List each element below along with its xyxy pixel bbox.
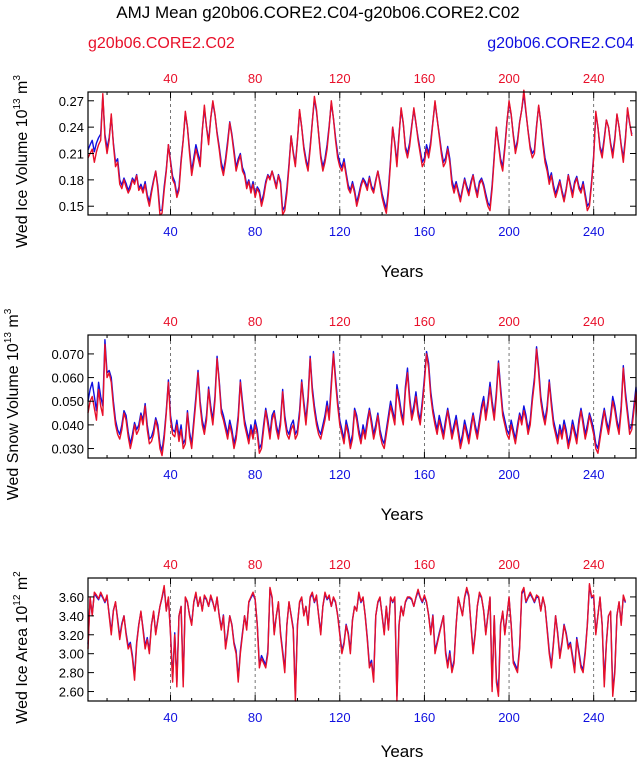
series-line-red (87, 582, 627, 702)
x-tick-label-top: 120 (329, 557, 351, 572)
x-tick-label-bottom: 80 (248, 710, 262, 725)
y-tick-label: 0.15 (59, 199, 84, 214)
x-tick-label-bottom: 160 (414, 224, 436, 239)
x-tick-label-top: 80 (248, 71, 262, 86)
x-tick-label-top: 200 (498, 314, 520, 329)
x-tick-label-top: 160 (414, 314, 436, 329)
x-tick-label-bottom: 160 (414, 467, 436, 482)
x-axis-label: Years (381, 505, 424, 524)
y-tick-label: 0.24 (59, 120, 84, 135)
legend-blue-label: g20b06.CORE2.C04 (487, 35, 634, 52)
x-tick-label-bottom: 80 (248, 467, 262, 482)
x-tick-label-bottom: 120 (329, 467, 351, 482)
y-tick-label: 0.040 (51, 418, 84, 433)
x-tick-label-top: 160 (414, 71, 436, 86)
x-tick-label-bottom: 120 (329, 710, 351, 725)
x-tick-label-top: 160 (414, 557, 436, 572)
y-tick-label: 2.80 (59, 666, 84, 681)
y-axis-label: Wed Ice Area 1012 m2 (12, 571, 31, 724)
legend-red-label: g20b06.CORE2.C02 (88, 35, 235, 52)
x-axis-label: Years (381, 262, 424, 281)
y-tick-label: 0.27 (59, 94, 84, 109)
y-axis-label: Wed Snow Volume 1013 m3 (3, 308, 22, 500)
x-tick-label-bottom: 200 (498, 467, 520, 482)
y-tick-label: 0.030 (51, 442, 84, 457)
x-tick-label-bottom: 40 (163, 224, 177, 239)
panels: 0.15 0.18 0.21 0.24 0.27 40 40 80 80 120 120 160 160… (3, 71, 637, 761)
figure-title: AMJ Mean g20b06.CORE2.C04-g20b06.CORE2.C… (116, 3, 520, 22)
x-tick-label-top: 40 (163, 71, 177, 86)
x-tick-label-bottom: 80 (248, 224, 262, 239)
panel-2: 0.030 0.040 0.050 0.060 0.070 40 40 80 80 120 120 1… (3, 308, 637, 524)
x-tick-label-top: 200 (498, 557, 520, 572)
panel-1: 0.15 0.18 0.21 0.24 0.27 40 40 80 80 120 120 160 160… (12, 71, 637, 281)
x-tick-label-bottom: 120 (329, 224, 351, 239)
x-tick-label-top: 240 (583, 314, 605, 329)
x-tick-label-bottom: 200 (498, 710, 520, 725)
series-line-red (87, 89, 633, 216)
panel-3: 2.60 2.80 3.00 3.20 3.40 3.60 40 40 80 80 120 120 16… (12, 557, 637, 761)
x-tick-label-bottom: 240 (583, 710, 605, 725)
y-tick-label: 2.60 (59, 685, 84, 700)
x-tick-label-top: 120 (329, 71, 351, 86)
y-tick-label: 0.050 (51, 394, 84, 409)
y-tick-label: 0.21 (59, 147, 84, 162)
x-tick-label-top: 40 (163, 557, 177, 572)
series-line-red (87, 343, 637, 457)
y-tick-label: 3.60 (59, 590, 84, 605)
x-tick-label-bottom: 240 (583, 467, 605, 482)
y-tick-label: 3.20 (59, 628, 84, 643)
y-axis-label: Wed Ice Volume 1013 m3 (12, 75, 31, 248)
x-tick-label-top: 240 (583, 557, 605, 572)
y-tick-label: 0.060 (51, 371, 84, 386)
x-tick-label-bottom: 160 (414, 710, 436, 725)
y-tick-label: 0.18 (59, 173, 84, 188)
y-tick-label: 3.40 (59, 609, 84, 624)
y-tick-label: 0.070 (51, 347, 84, 362)
x-axis-label: Years (381, 742, 424, 761)
x-tick-label-bottom: 40 (163, 467, 177, 482)
plot-frame (87, 334, 637, 459)
x-tick-label-top: 240 (583, 71, 605, 86)
x-tick-label-top: 200 (498, 71, 520, 86)
plot-frame (87, 577, 637, 702)
x-tick-label-bottom: 40 (163, 710, 177, 725)
x-tick-label-bottom: 200 (498, 224, 520, 239)
x-tick-label-top: 120 (329, 314, 351, 329)
x-tick-label-top: 40 (163, 314, 177, 329)
x-tick-label-bottom: 240 (583, 224, 605, 239)
y-tick-label: 3.00 (59, 647, 84, 662)
x-tick-label-top: 80 (248, 314, 262, 329)
x-tick-label-top: 80 (248, 557, 262, 572)
